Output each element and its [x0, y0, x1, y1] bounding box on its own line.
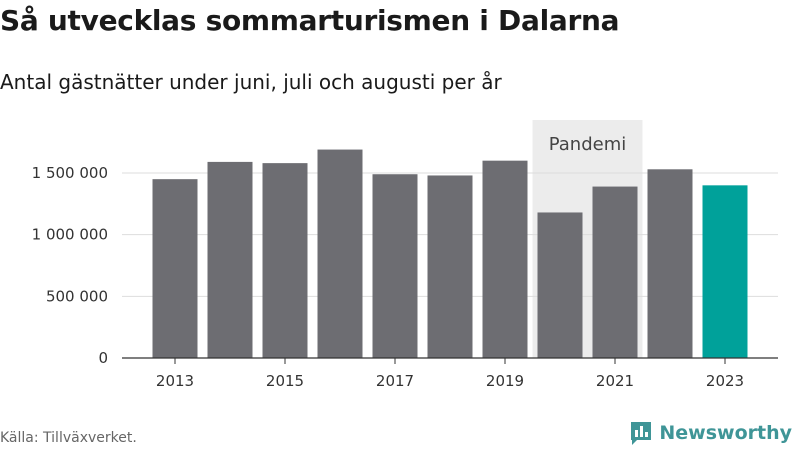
x-tick-label: 2019 [486, 372, 524, 390]
x-tick-label: 2015 [266, 372, 304, 390]
y-tick-label: 500 000 [46, 287, 108, 305]
bar-2023 [702, 185, 748, 358]
pandemic-label: Pandemi [549, 134, 627, 155]
bar-2018 [427, 175, 473, 358]
source-note: Källa: Tillväxverket. [0, 430, 137, 446]
bar-2021 [592, 186, 638, 358]
bar-chart-logo-icon [631, 422, 652, 445]
x-tick-label: 2017 [376, 372, 414, 390]
bar-2016 [317, 149, 363, 358]
brand-name: Newsworthy [659, 422, 792, 444]
x-tick-label: 2013 [156, 372, 194, 390]
x-tick-label: 2021 [596, 372, 634, 390]
bar-layer [152, 149, 748, 358]
bar-chart: Pandemi 0 500 000 1 000 000 1 500 000 2013 20… [32, 120, 778, 390]
bar-2013 [152, 179, 198, 358]
y-tick-label: 0 [98, 349, 108, 367]
y-tick-label: 1 000 000 [32, 226, 108, 244]
axis-layer: 0 500 000 1 000 000 1 500 000 2013 2015 2017 20… [32, 164, 778, 390]
bar-2017 [372, 174, 418, 358]
chart-subtitle: Antal gästnätter under juni, juli och au… [0, 70, 502, 94]
bar-2015 [262, 163, 308, 358]
x-tick-label: 2023 [706, 372, 744, 390]
y-tick-label: 1 500 000 [32, 164, 108, 182]
bar-2019 [482, 160, 528, 358]
chart-title: Så utvecklas sommarturismen i Dalarna [0, 4, 620, 37]
bar-2020 [537, 212, 583, 358]
bar-2014 [207, 161, 253, 358]
bar-2022 [647, 169, 693, 358]
brand-logo: Newsworthy [629, 420, 792, 446]
